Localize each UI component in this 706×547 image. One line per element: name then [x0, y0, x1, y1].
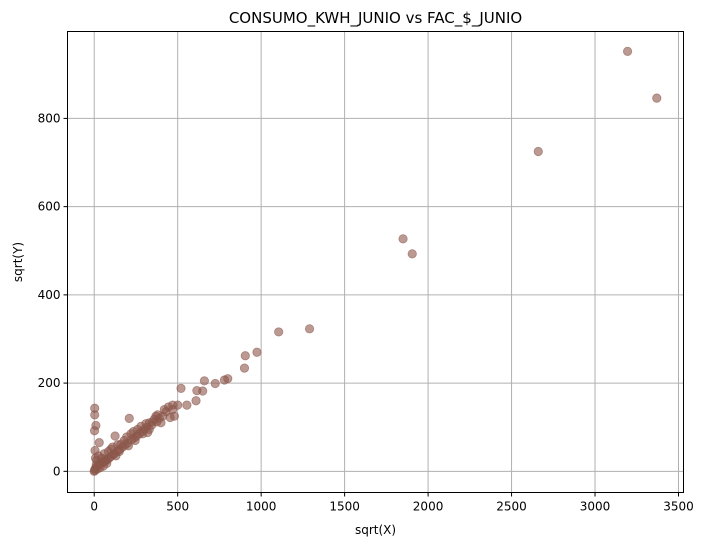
data-point: [192, 385, 202, 396]
x-tick-label: 3500: [663, 500, 694, 514]
y-tick-label: 600: [38, 200, 61, 214]
data-point: [407, 249, 417, 259]
data-point: [239, 363, 250, 373]
data-point: [122, 432, 132, 442]
data-point: [107, 442, 118, 452]
data-point: [533, 146, 543, 157]
data-point: [100, 454, 110, 464]
data-point: [116, 439, 126, 449]
x-tick-label: 500: [166, 500, 189, 514]
x-tick-label: 1500: [329, 500, 360, 514]
data-point: [240, 351, 250, 361]
data-point: [199, 376, 209, 386]
x-tick-label: 2500: [496, 500, 527, 514]
grid: [67, 31, 684, 493]
data-point: [304, 324, 315, 334]
data-point: [398, 234, 408, 244]
data-point: [92, 464, 102, 474]
y-axis-label: sqrt(Y): [11, 242, 25, 282]
data-point: [169, 411, 179, 421]
data-point: [182, 400, 192, 410]
data-point: [111, 451, 121, 461]
y-tick-label: 400: [38, 288, 61, 302]
data-point: [130, 435, 140, 446]
x-axis-label: sqrt(X): [355, 523, 396, 537]
data-point: [123, 441, 134, 451]
data-point: [153, 410, 163, 420]
x-tick-label: 2000: [413, 500, 444, 514]
data-point: [176, 383, 186, 393]
x-tick-label: 0: [90, 500, 98, 514]
data-point: [124, 413, 134, 423]
data-point: [128, 427, 139, 437]
axis-ticks: 0 500 1000 1500 2000 2500 3000 3500 0 200 400 600 80…: [38, 111, 694, 513]
y-tick-label: 0: [53, 464, 61, 478]
x-tick-label: 1000: [246, 500, 277, 514]
data-point: [252, 347, 262, 357]
y-tick-label: 800: [38, 111, 61, 125]
data-points: [89, 46, 662, 476]
data-point: [210, 378, 220, 389]
data-point: [191, 396, 201, 406]
data-point: [274, 327, 284, 337]
data-point: [159, 404, 169, 415]
data-point: [652, 93, 662, 103]
data-point: [90, 410, 100, 420]
data-point: [622, 46, 633, 56]
data-point: [94, 438, 104, 448]
y-tick-label: 200: [38, 376, 61, 390]
data-point: [219, 375, 230, 385]
data-point: [143, 427, 153, 438]
data-point: [148, 417, 158, 427]
data-point: [156, 418, 166, 428]
data-point: [110, 431, 120, 441]
data-point: [89, 426, 100, 436]
chart-title: CONSUMO_KWH_JUNIO vs FAC_$_JUNIO: [229, 9, 522, 28]
x-tick-label: 3000: [580, 500, 611, 514]
plot-area-frame: [67, 31, 684, 493]
